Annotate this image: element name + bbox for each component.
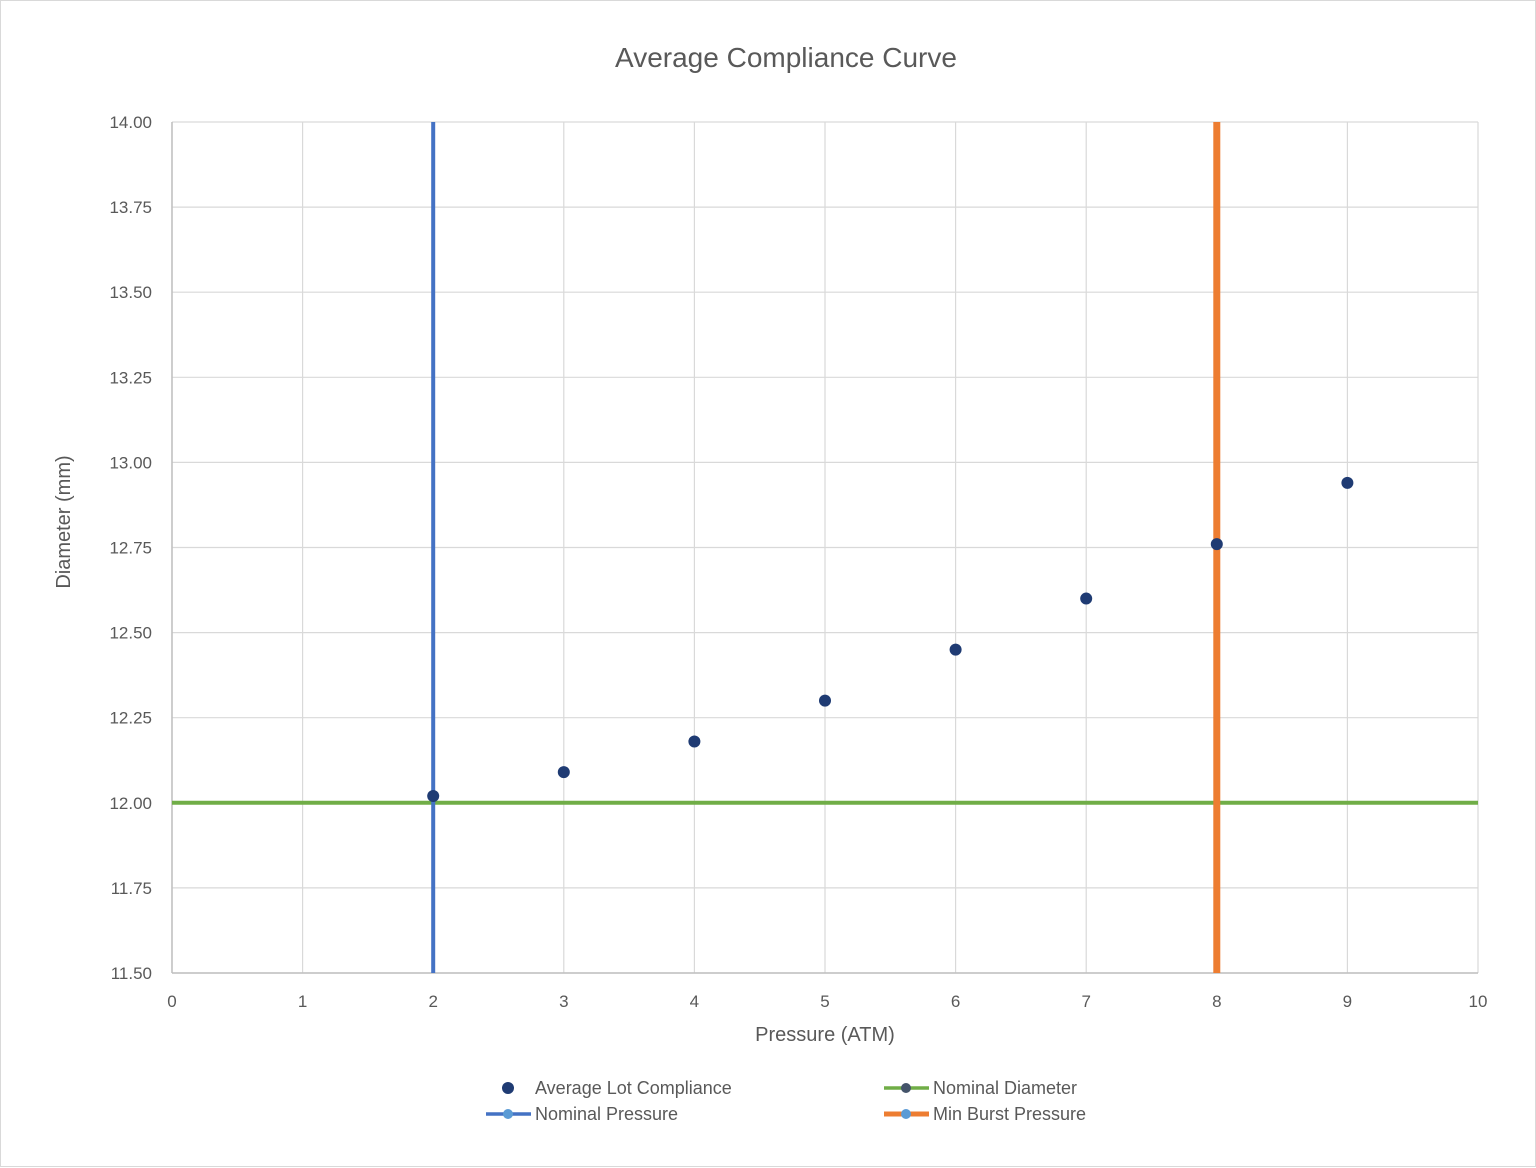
legend-marker [901, 1109, 911, 1119]
x-tick-label: 5 [820, 992, 829, 1011]
legend-marker [901, 1083, 911, 1093]
y-tick-label: 13.00 [109, 453, 152, 472]
y-tick-label: 12.75 [109, 539, 152, 558]
legend-label: Nominal Pressure [535, 1104, 678, 1124]
y-tick-label: 11.75 [111, 879, 152, 898]
y-tick-label: 12.25 [109, 709, 152, 728]
legend-label: Min Burst Pressure [933, 1104, 1086, 1124]
x-tick-label: 4 [690, 992, 699, 1011]
gridlines [171, 121, 1479, 974]
data-point [819, 694, 831, 707]
y-tick-label: 12.50 [109, 624, 152, 643]
y-axis-label: Diameter (mm) [53, 455, 75, 588]
legend-item: Nominal Diameter [884, 1078, 1077, 1098]
data-point [949, 643, 962, 656]
legend-label: Average Lot Compliance [535, 1078, 732, 1098]
x-tick-label: 6 [951, 992, 960, 1011]
x-tick-label: 10 [1469, 992, 1488, 1011]
y-tick-labels: 11.50 11.75 12.00 12.25 12.50 12.75 13.00 13.25… [109, 113, 152, 983]
data-point [688, 735, 701, 748]
legend-marker [503, 1109, 513, 1119]
legend-item: Min Burst Pressure [884, 1104, 1086, 1124]
data-point [557, 766, 570, 779]
data-point [1341, 476, 1354, 489]
data-point [1080, 592, 1093, 605]
legend-item: Average Lot Compliance [502, 1078, 732, 1098]
legend-marker [502, 1082, 514, 1094]
y-tick-label: 12.00 [109, 794, 152, 813]
data-point [1210, 538, 1223, 551]
x-tick-label: 9 [1343, 992, 1352, 1011]
legend-item: Nominal Pressure [486, 1104, 678, 1124]
x-tick-label: 3 [559, 992, 568, 1011]
y-tick-label: 11.50 [111, 964, 152, 983]
axes [171, 122, 1478, 974]
x-tick-label: 8 [1212, 992, 1221, 1011]
x-tick-label: 1 [298, 992, 307, 1011]
y-tick-label: 13.75 [109, 198, 152, 217]
y-tick-label: 13.50 [109, 283, 152, 302]
chart-title: Average Compliance Curve [615, 42, 957, 73]
y-tick-label: 13.25 [109, 368, 152, 387]
legend-label: Nominal Diameter [933, 1078, 1077, 1098]
legend: Average Lot Compliance Nominal Diameter No… [486, 1078, 1086, 1124]
x-tick-label: 2 [428, 992, 437, 1011]
x-tick-label: 0 [167, 992, 176, 1011]
x-tick-label: 7 [1081, 992, 1090, 1011]
series-points [427, 476, 1354, 802]
y-tick-label: 14.00 [109, 113, 152, 132]
x-axis-label: Pressure (ATM) [755, 1024, 895, 1046]
x-tick-labels: 0 1 2 3 4 5 6 7 8 9 10 [167, 992, 1487, 1011]
data-point [427, 789, 440, 802]
